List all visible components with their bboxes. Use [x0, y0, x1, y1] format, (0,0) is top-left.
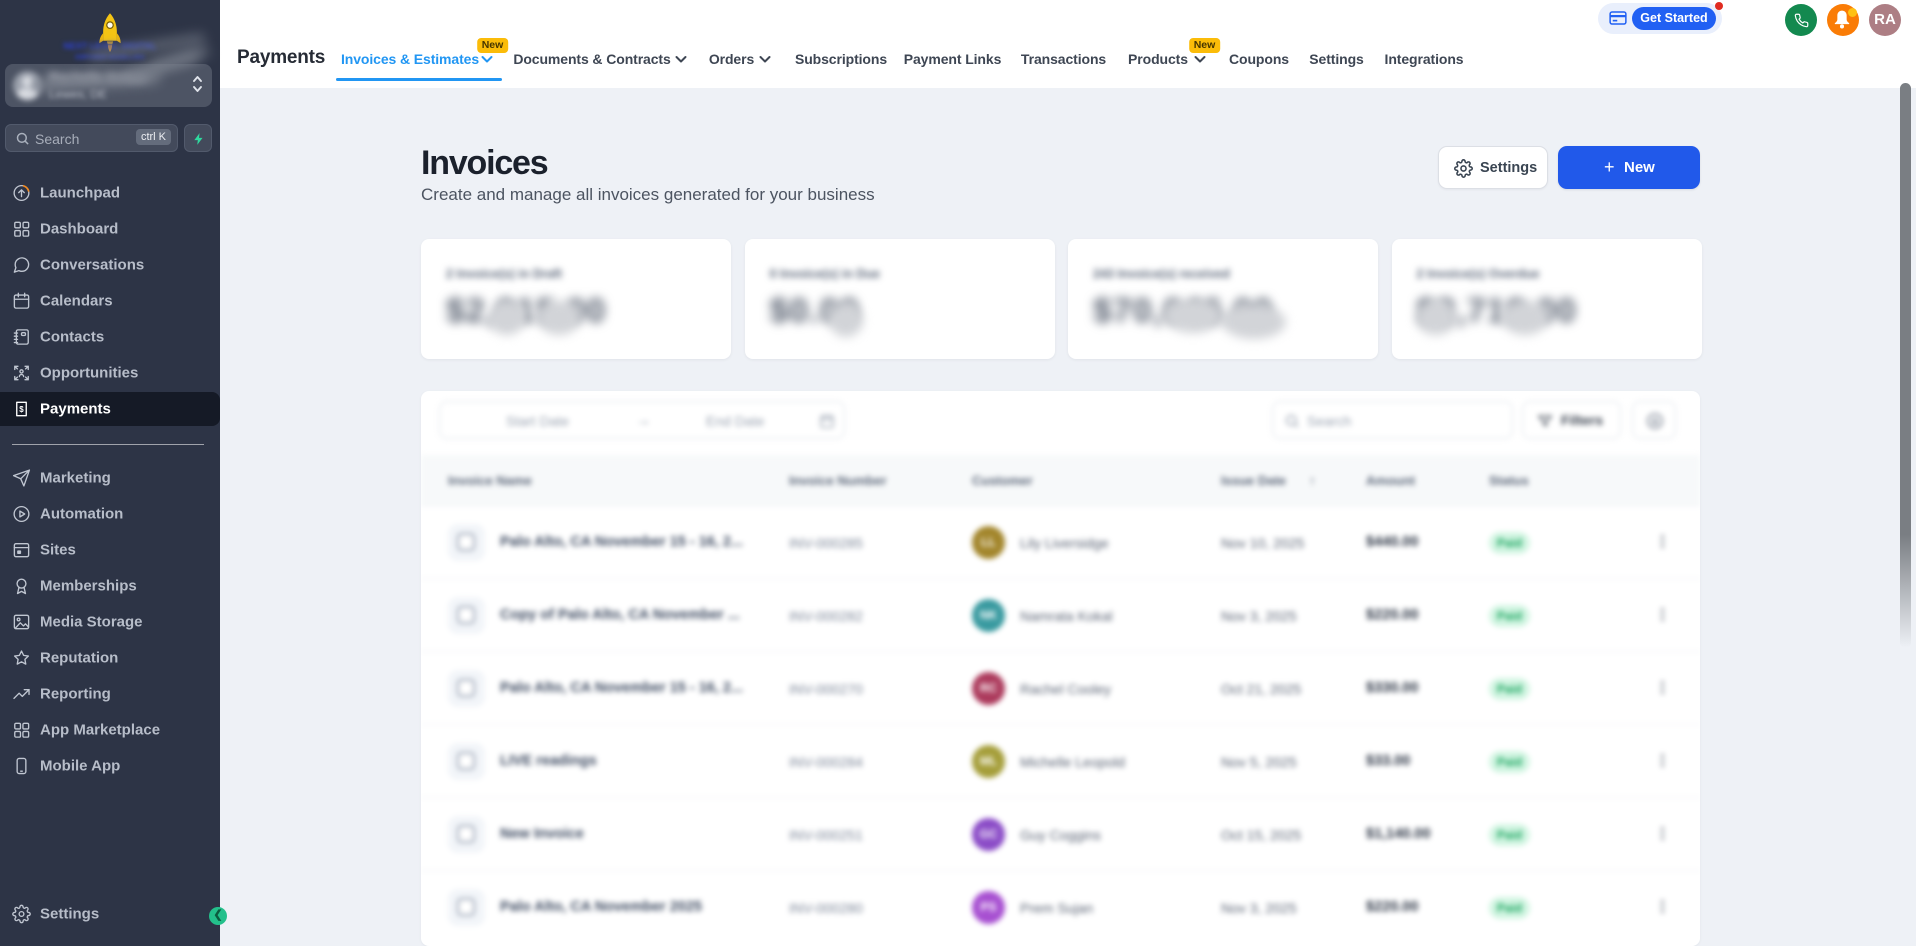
svg-text:$: $ [19, 405, 24, 414]
